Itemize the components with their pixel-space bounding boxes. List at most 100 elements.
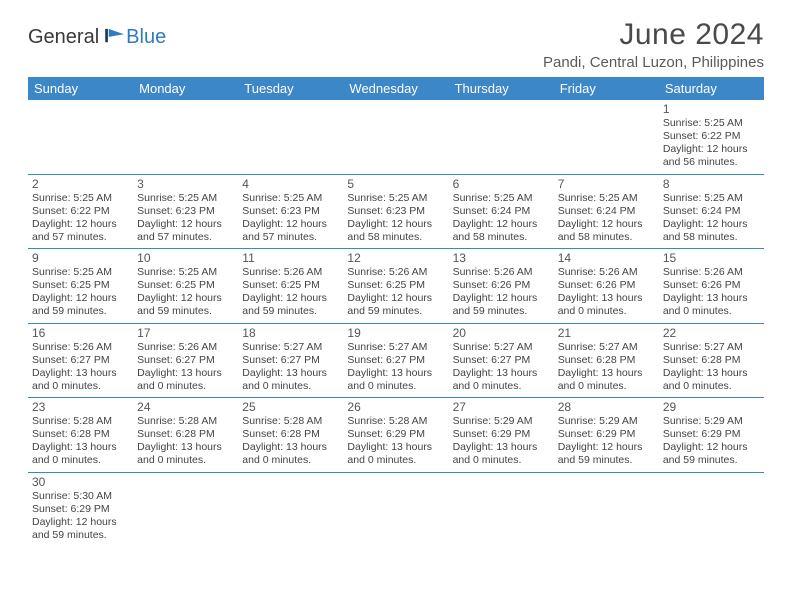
calendar-cell: 2Sunrise: 5:25 AMSunset: 6:22 PMDaylight… — [28, 174, 133, 249]
day-info: Sunrise: 5:25 AMSunset: 6:23 PMDaylight:… — [242, 192, 339, 245]
day-number: 23 — [32, 400, 129, 414]
flag-icon — [104, 28, 126, 44]
day-number: 14 — [558, 251, 655, 265]
day-number: 1 — [663, 102, 760, 116]
day-info: Sunrise: 5:29 AMSunset: 6:29 PMDaylight:… — [558, 415, 655, 468]
brand-logo: General Blue — [28, 18, 166, 49]
calendar-cell: 18Sunrise: 5:27 AMSunset: 6:27 PMDayligh… — [238, 323, 343, 398]
day-info: Sunrise: 5:25 AMSunset: 6:24 PMDaylight:… — [453, 192, 550, 245]
calendar-cell: 5Sunrise: 5:25 AMSunset: 6:23 PMDaylight… — [343, 174, 448, 249]
calendar-cell — [343, 472, 448, 546]
day-info: Sunrise: 5:25 AMSunset: 6:22 PMDaylight:… — [32, 192, 129, 245]
calendar-cell — [659, 472, 764, 546]
calendar-cell: 14Sunrise: 5:26 AMSunset: 6:26 PMDayligh… — [554, 249, 659, 324]
calendar-cell: 9Sunrise: 5:25 AMSunset: 6:25 PMDaylight… — [28, 249, 133, 324]
calendar-cell: 19Sunrise: 5:27 AMSunset: 6:27 PMDayligh… — [343, 323, 448, 398]
calendar-cell: 26Sunrise: 5:28 AMSunset: 6:29 PMDayligh… — [343, 398, 448, 473]
day-number: 15 — [663, 251, 760, 265]
page-title: June 2024 — [543, 18, 764, 52]
day-info: Sunrise: 5:26 AMSunset: 6:26 PMDaylight:… — [663, 266, 760, 319]
day-info: Sunrise: 5:27 AMSunset: 6:27 PMDaylight:… — [347, 341, 444, 394]
calendar-row: 2Sunrise: 5:25 AMSunset: 6:22 PMDaylight… — [28, 174, 764, 249]
day-number: 11 — [242, 251, 339, 265]
dayhdr-saturday: Saturday — [659, 77, 764, 100]
calendar-cell — [238, 100, 343, 174]
calendar-cell — [449, 100, 554, 174]
calendar-cell — [449, 472, 554, 546]
title-block: June 2024 Pandi, Central Luzon, Philippi… — [543, 18, 764, 71]
calendar-cell: 17Sunrise: 5:26 AMSunset: 6:27 PMDayligh… — [133, 323, 238, 398]
day-number: 29 — [663, 400, 760, 414]
calendar-cell: 20Sunrise: 5:27 AMSunset: 6:27 PMDayligh… — [449, 323, 554, 398]
day-info: Sunrise: 5:25 AMSunset: 6:25 PMDaylight:… — [32, 266, 129, 319]
calendar-cell: 24Sunrise: 5:28 AMSunset: 6:28 PMDayligh… — [133, 398, 238, 473]
calendar-cell: 21Sunrise: 5:27 AMSunset: 6:28 PMDayligh… — [554, 323, 659, 398]
day-number: 18 — [242, 326, 339, 340]
calendar-row: 9Sunrise: 5:25 AMSunset: 6:25 PMDaylight… — [28, 249, 764, 324]
day-number: 9 — [32, 251, 129, 265]
calendar-cell: 28Sunrise: 5:29 AMSunset: 6:29 PMDayligh… — [554, 398, 659, 473]
day-number: 20 — [453, 326, 550, 340]
day-number: 30 — [32, 475, 129, 489]
day-number: 7 — [558, 177, 655, 191]
calendar-cell: 7Sunrise: 5:25 AMSunset: 6:24 PMDaylight… — [554, 174, 659, 249]
day-info: Sunrise: 5:25 AMSunset: 6:22 PMDaylight:… — [663, 117, 760, 170]
day-info: Sunrise: 5:25 AMSunset: 6:23 PMDaylight:… — [137, 192, 234, 245]
calendar-cell: 27Sunrise: 5:29 AMSunset: 6:29 PMDayligh… — [449, 398, 554, 473]
calendar-cell — [28, 100, 133, 174]
day-info: Sunrise: 5:30 AMSunset: 6:29 PMDaylight:… — [32, 490, 129, 543]
day-info: Sunrise: 5:27 AMSunset: 6:28 PMDaylight:… — [663, 341, 760, 394]
day-number: 13 — [453, 251, 550, 265]
day-number: 4 — [242, 177, 339, 191]
calendar-cell: 11Sunrise: 5:26 AMSunset: 6:25 PMDayligh… — [238, 249, 343, 324]
calendar-cell — [554, 472, 659, 546]
dayhdr-sunday: Sunday — [28, 77, 133, 100]
calendar-cell: 8Sunrise: 5:25 AMSunset: 6:24 PMDaylight… — [659, 174, 764, 249]
day-info: Sunrise: 5:29 AMSunset: 6:29 PMDaylight:… — [663, 415, 760, 468]
day-number: 21 — [558, 326, 655, 340]
day-info: Sunrise: 5:26 AMSunset: 6:25 PMDaylight:… — [347, 266, 444, 319]
calendar-cell: 16Sunrise: 5:26 AMSunset: 6:27 PMDayligh… — [28, 323, 133, 398]
day-info: Sunrise: 5:26 AMSunset: 6:26 PMDaylight:… — [558, 266, 655, 319]
calendar-cell — [238, 472, 343, 546]
day-number: 17 — [137, 326, 234, 340]
day-number: 10 — [137, 251, 234, 265]
day-header-row: Sunday Monday Tuesday Wednesday Thursday… — [28, 77, 764, 100]
day-info: Sunrise: 5:26 AMSunset: 6:27 PMDaylight:… — [137, 341, 234, 394]
day-number: 6 — [453, 177, 550, 191]
day-info: Sunrise: 5:28 AMSunset: 6:28 PMDaylight:… — [32, 415, 129, 468]
dayhdr-thursday: Thursday — [449, 77, 554, 100]
day-info: Sunrise: 5:27 AMSunset: 6:27 PMDaylight:… — [453, 341, 550, 394]
dayhdr-tuesday: Tuesday — [238, 77, 343, 100]
day-number: 8 — [663, 177, 760, 191]
calendar-cell: 10Sunrise: 5:25 AMSunset: 6:25 PMDayligh… — [133, 249, 238, 324]
calendar-cell: 25Sunrise: 5:28 AMSunset: 6:28 PMDayligh… — [238, 398, 343, 473]
day-number: 3 — [137, 177, 234, 191]
calendar-cell: 13Sunrise: 5:26 AMSunset: 6:26 PMDayligh… — [449, 249, 554, 324]
day-info: Sunrise: 5:25 AMSunset: 6:24 PMDaylight:… — [663, 192, 760, 245]
calendar-row: 1Sunrise: 5:25 AMSunset: 6:22 PMDaylight… — [28, 100, 764, 174]
calendar-cell: 4Sunrise: 5:25 AMSunset: 6:23 PMDaylight… — [238, 174, 343, 249]
day-info: Sunrise: 5:26 AMSunset: 6:26 PMDaylight:… — [453, 266, 550, 319]
day-number: 26 — [347, 400, 444, 414]
dayhdr-monday: Monday — [133, 77, 238, 100]
day-info: Sunrise: 5:28 AMSunset: 6:29 PMDaylight:… — [347, 415, 444, 468]
calendar-table: Sunday Monday Tuesday Wednesday Thursday… — [28, 77, 764, 546]
day-info: Sunrise: 5:25 AMSunset: 6:24 PMDaylight:… — [558, 192, 655, 245]
day-number: 5 — [347, 177, 444, 191]
day-number: 2 — [32, 177, 129, 191]
calendar-cell: 23Sunrise: 5:28 AMSunset: 6:28 PMDayligh… — [28, 398, 133, 473]
day-number: 16 — [32, 326, 129, 340]
calendar-cell — [554, 100, 659, 174]
calendar-row: 16Sunrise: 5:26 AMSunset: 6:27 PMDayligh… — [28, 323, 764, 398]
calendar-cell — [133, 472, 238, 546]
calendar-cell: 22Sunrise: 5:27 AMSunset: 6:28 PMDayligh… — [659, 323, 764, 398]
day-info: Sunrise: 5:26 AMSunset: 6:27 PMDaylight:… — [32, 341, 129, 394]
calendar-cell: 6Sunrise: 5:25 AMSunset: 6:24 PMDaylight… — [449, 174, 554, 249]
brand-general: General — [28, 26, 99, 49]
day-info: Sunrise: 5:28 AMSunset: 6:28 PMDaylight:… — [137, 415, 234, 468]
day-info: Sunrise: 5:28 AMSunset: 6:28 PMDaylight:… — [242, 415, 339, 468]
calendar-cell: 3Sunrise: 5:25 AMSunset: 6:23 PMDaylight… — [133, 174, 238, 249]
day-number: 22 — [663, 326, 760, 340]
day-number: 24 — [137, 400, 234, 414]
